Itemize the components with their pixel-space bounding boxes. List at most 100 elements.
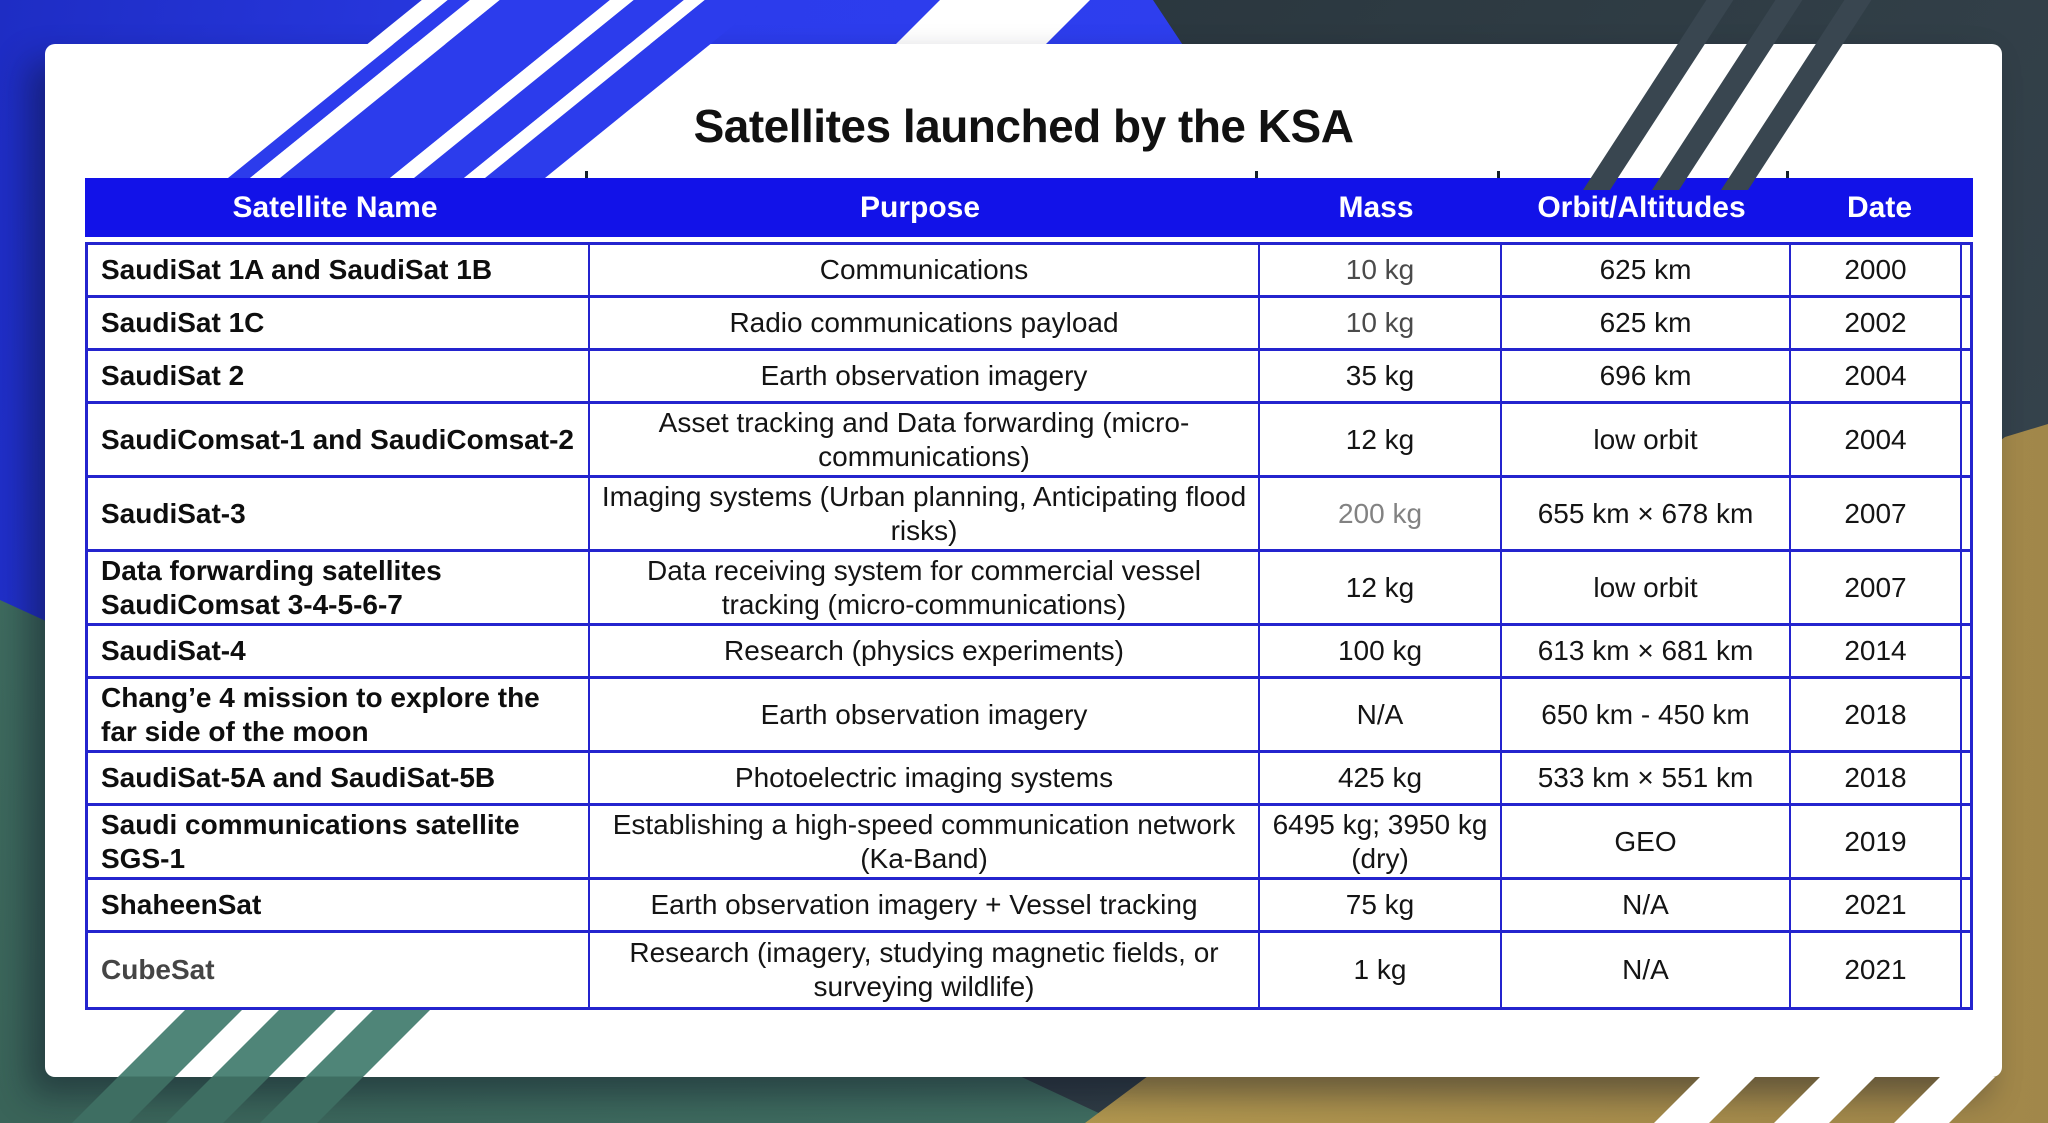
cell-mass: 100 kg bbox=[1258, 626, 1500, 676]
cell-purpose: Research (physics experiments) bbox=[588, 626, 1258, 676]
table-row: SaudiSat 1A and SaudiSat 1B Communicatio… bbox=[88, 245, 1970, 298]
cell-date: 2018 bbox=[1789, 679, 1960, 750]
cell-orbit: N/A bbox=[1500, 933, 1789, 1007]
cell-satellite-name: Chang’e 4 mission to explore the far sid… bbox=[101, 681, 540, 747]
cell-orbit: 625 km bbox=[1500, 298, 1789, 348]
header-tick bbox=[585, 171, 588, 178]
cell-mass: 10 kg bbox=[1258, 245, 1500, 295]
table-row: CubeSat Research (imagery, studying magn… bbox=[88, 933, 1970, 1007]
cell-spacer bbox=[1960, 351, 1970, 401]
table-row: SaudiSat-4 Research (physics experiments… bbox=[88, 626, 1970, 679]
cell-satellite-name: SaudiSat-5A and SaudiSat-5B bbox=[101, 762, 496, 794]
cell-spacer bbox=[1960, 933, 1970, 1007]
cell-purpose: Asset tracking and Data forwarding (micr… bbox=[588, 404, 1258, 475]
table-row: SaudiSat 1C Radio communications payload… bbox=[88, 298, 1970, 351]
cell-spacer bbox=[1960, 626, 1970, 676]
header-tick bbox=[1497, 171, 1500, 178]
cell-date: 2019 bbox=[1789, 806, 1960, 877]
cell-spacer bbox=[1960, 806, 1970, 877]
cell-date: 2007 bbox=[1789, 478, 1960, 549]
cell-satellite-name: Saudi communications satellite SGS-1 bbox=[101, 808, 520, 874]
cell-mass: 75 kg bbox=[1258, 880, 1500, 930]
header-cell-orbit: Orbit/Altitudes bbox=[1537, 190, 1746, 224]
satellites-table: Satellite Name Purpose Mass Orbit/Altitu… bbox=[85, 171, 1973, 1010]
cell-orbit: 625 km bbox=[1500, 245, 1789, 295]
table-row: Data forwarding satellites SaudiComsat 3… bbox=[88, 552, 1970, 626]
header-tick bbox=[1786, 171, 1789, 178]
cell-satellite-name: ShaheenSat bbox=[101, 889, 262, 921]
table-row: SaudiComsat-1 and SaudiComsat-2 Asset tr… bbox=[88, 404, 1970, 478]
cell-purpose: Communications bbox=[588, 245, 1258, 295]
cell-purpose: Radio communications payload bbox=[588, 298, 1258, 348]
header-cell-satellite-name: Satellite Name bbox=[232, 190, 438, 224]
cell-mass: 35 kg bbox=[1258, 351, 1500, 401]
cell-date: 2004 bbox=[1789, 351, 1960, 401]
white-diagonal-stripes-decoration bbox=[1654, 1077, 1995, 1123]
cell-satellite-name: SaudiSat 1A and SaudiSat 1B bbox=[101, 254, 493, 286]
cell-orbit: low orbit bbox=[1500, 404, 1789, 475]
cell-mass: 10 kg bbox=[1258, 298, 1500, 348]
header-tick bbox=[1255, 171, 1258, 178]
cell-orbit: GEO bbox=[1500, 806, 1789, 877]
cell-mass: 425 kg bbox=[1258, 753, 1500, 803]
cell-date: 2014 bbox=[1789, 626, 1960, 676]
cell-mass: 6495 kg; 3950 kg (dry) bbox=[1258, 806, 1500, 877]
cell-purpose: Imaging systems (Urban planning, Anticip… bbox=[588, 478, 1258, 549]
header-cell-mass: Mass bbox=[1338, 190, 1414, 224]
cell-purpose: Earth observation imagery bbox=[588, 351, 1258, 401]
cell-spacer bbox=[1960, 679, 1970, 750]
page-title: Satellites launched by the KSA bbox=[693, 100, 1354, 152]
cell-orbit: N/A bbox=[1500, 880, 1789, 930]
cell-purpose: Research (imagery, studying magnetic fie… bbox=[588, 933, 1258, 1007]
slide-card: Satellites launched by the KSA Satellite… bbox=[45, 44, 2002, 1077]
cell-purpose: Establishing a high-speed communication … bbox=[588, 806, 1258, 877]
cell-mass: 1 kg bbox=[1258, 933, 1500, 1007]
cell-orbit: 650 km - 450 km bbox=[1500, 679, 1789, 750]
cell-spacer bbox=[1960, 753, 1970, 803]
cell-mass: 200 kg bbox=[1258, 478, 1500, 549]
cell-satellite-name: SaudiSat-4 bbox=[101, 635, 246, 667]
cell-orbit: 655 km × 678 km bbox=[1500, 478, 1789, 549]
cell-mass: 12 kg bbox=[1258, 404, 1500, 475]
cell-purpose: Photoelectric imaging systems bbox=[588, 753, 1258, 803]
cell-date: 2018 bbox=[1789, 753, 1960, 803]
cell-orbit: 613 km × 681 km bbox=[1500, 626, 1789, 676]
cell-satellite-name: SaudiSat-3 bbox=[101, 497, 246, 529]
cell-spacer bbox=[1960, 880, 1970, 930]
cell-purpose: Earth observation imagery bbox=[588, 679, 1258, 750]
cell-satellite-name: SaudiSat 2 bbox=[101, 360, 245, 392]
cell-date: 2007 bbox=[1789, 552, 1960, 623]
table-row: ShaheenSat Earth observation imagery + V… bbox=[88, 880, 1970, 933]
table-row: SaudiSat 2 Earth observation imagery 35 … bbox=[88, 351, 1970, 404]
table-row: SaudiSat-5A and SaudiSat-5B Photoelectri… bbox=[88, 753, 1970, 806]
cell-orbit: 533 km × 551 km bbox=[1500, 753, 1789, 803]
table-row: SaudiSat-3 Imaging systems (Urban planni… bbox=[88, 478, 1970, 552]
cell-satellite-name: SaudiComsat-1 and SaudiComsat-2 bbox=[101, 423, 574, 455]
cell-spacer bbox=[1960, 298, 1970, 348]
cell-purpose: Earth observation imagery + Vessel track… bbox=[588, 880, 1258, 930]
cell-spacer bbox=[1960, 478, 1970, 549]
cell-spacer bbox=[1960, 404, 1970, 475]
cell-date: 2000 bbox=[1789, 245, 1960, 295]
header-cell-date: Date bbox=[1846, 190, 1913, 224]
header-cell-purpose: Purpose bbox=[859, 190, 981, 224]
table-row: Chang’e 4 mission to explore the far sid… bbox=[88, 679, 1970, 753]
cell-spacer bbox=[1960, 552, 1970, 623]
table-row: Saudi communications satellite SGS-1 Est… bbox=[88, 806, 1970, 880]
cell-date: 2004 bbox=[1789, 404, 1960, 475]
cell-satellite-name: SaudiSat 1C bbox=[101, 307, 265, 339]
cell-date: 2021 bbox=[1789, 880, 1960, 930]
table-body: SaudiSat 1A and SaudiSat 1B Communicatio… bbox=[85, 242, 1973, 1010]
cell-orbit: low orbit bbox=[1500, 552, 1789, 623]
cell-mass: 12 kg bbox=[1258, 552, 1500, 623]
stripe bbox=[1774, 1077, 1875, 1123]
cell-purpose: Data receiving system for commercial ves… bbox=[588, 552, 1258, 623]
cell-orbit: 696 km bbox=[1500, 351, 1789, 401]
cell-satellite-name: Data forwarding satellites SaudiComsat 3… bbox=[101, 554, 442, 620]
cell-mass: N/A bbox=[1258, 679, 1500, 750]
cell-date: 2002 bbox=[1789, 298, 1960, 348]
cell-spacer bbox=[1960, 245, 1970, 295]
table-header-row: Satellite Name Purpose Mass Orbit/Altitu… bbox=[85, 171, 1973, 237]
cell-satellite-name: CubeSat bbox=[101, 954, 215, 986]
